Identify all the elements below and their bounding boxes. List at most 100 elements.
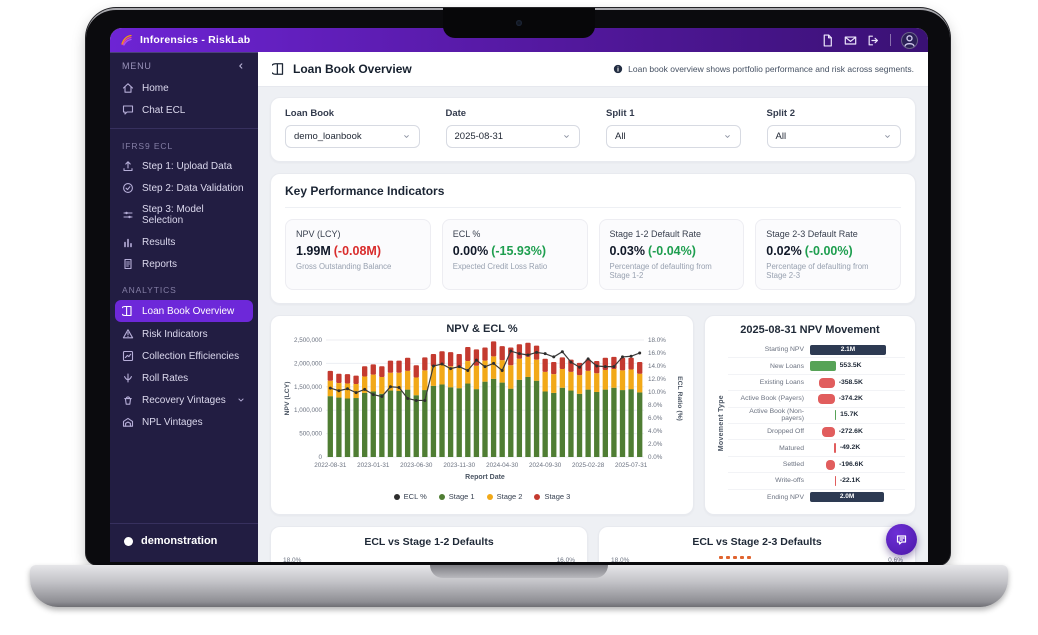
chevron-down-icon — [236, 395, 246, 405]
svg-text:10.0%: 10.0% — [648, 389, 666, 396]
file-icon[interactable] — [821, 33, 834, 47]
svg-text:14.0%: 14.0% — [648, 363, 666, 370]
sidebar-item-home[interactable]: Home — [110, 77, 258, 99]
chevron-down-icon — [723, 132, 732, 141]
legend-dot — [534, 493, 541, 500]
waterfall-bar — [810, 361, 836, 372]
brand: Inforensics - RiskLab — [120, 33, 250, 47]
sidebar-item-reports[interactable]: Reports — [110, 253, 258, 275]
npv-ecl-chart-legend: ECL % Stage 1 Stage 2 Stage 3 — [393, 492, 570, 501]
sidebar-item-step-2-data-validation[interactable]: Step 2: Data Validation — [110, 177, 258, 199]
npv-movement-card: 2025-08-31 NPV Movement Movement Type St… — [704, 315, 916, 515]
sidebar-item-step-3-model-selection[interactable]: Step 3: Model Selection — [110, 199, 258, 231]
sidebar-menu-header: MENU — [110, 53, 258, 77]
svg-text:2023-06-30: 2023-06-30 — [400, 462, 433, 469]
waterfall-row: Starting NPV 2.1M — [728, 342, 905, 357]
report-icon — [122, 258, 134, 270]
legend-dot — [486, 493, 493, 500]
sidebar-item-label: Step 3: Model Selection — [142, 204, 204, 226]
svg-text:NPV (LCY): NPV (LCY) — [284, 382, 291, 416]
waterfall-row-label: Ending NPV — [766, 493, 804, 501]
chat-fab-button[interactable] — [886, 524, 917, 555]
legend-item-stage-1[interactable]: Stage 1 — [438, 492, 475, 501]
content: Loan Book demo_loanbook Date 2025-08-31 Spli… — [258, 87, 928, 562]
filter-date: Date 2025-08-31 — [445, 108, 580, 148]
svg-text:500,000: 500,000 — [299, 431, 322, 438]
kpi-box: NPV (LCY) 1.99M (-0.08M) Gross Outstanding … — [285, 219, 431, 290]
logout-icon[interactable] — [867, 34, 880, 47]
legend-item-stage-2[interactable]: Stage 2 — [486, 492, 522, 501]
sidebar-section-label: ANALYTICS — [122, 285, 177, 295]
bucket-icon — [122, 394, 134, 406]
waterfall-value: -272.6K — [838, 427, 863, 435]
sidebar-item-loan-book-overview[interactable]: Loan Book Overview — [115, 300, 253, 322]
waterfall-value: 15.7K — [840, 411, 859, 419]
svg-text:0: 0 — [318, 454, 322, 461]
npv-movement-title: 2025-08-31 NPV Movement — [740, 324, 880, 336]
ecl-vs-stage12-card: ECL vs Stage 1-2 Defaults 18.0% 16.0% — [270, 526, 588, 562]
filter-select-split-1[interactable]: All — [606, 125, 741, 148]
laptop-camera — [516, 20, 522, 26]
waterfall-row: Active Book (Payers) -374.2K — [728, 390, 905, 406]
waterfall-row: Matured -49.2K — [728, 439, 905, 455]
brand-logo-icon — [120, 33, 134, 47]
filter-value: All — [615, 131, 626, 142]
filter-select-date[interactable]: 2025-08-31 — [445, 125, 580, 148]
kpi-title: NPV (LCY) — [296, 229, 341, 239]
waterfall-row: Settled -196.6K — [728, 455, 905, 472]
svg-text:1,000,000: 1,000,000 — [294, 407, 323, 414]
kpi-heading: Key Performance Indicators — [285, 184, 901, 208]
svg-text:2025-07-31: 2025-07-31 — [615, 462, 648, 469]
kpi-grid: NPV (LCY) 1.99M (-0.08M) Gross Outstanding … — [285, 219, 901, 290]
filter-select-split-2[interactable]: All — [766, 125, 901, 148]
waterfall-row-label: Starting NPV — [764, 346, 804, 354]
legend-dot — [393, 493, 400, 500]
kpi-subtitle: Percentage of defaulting from Stage 2-3 — [766, 262, 869, 280]
filters-card: Loan Book demo_loanbook Date 2025-08-31 Spli… — [270, 97, 916, 162]
app-body: MENU Home Chat ECL IFRS9 ECL Step 1: Upload… — [110, 52, 928, 562]
waterfall-value: -358.5K — [838, 378, 863, 386]
legend-item-ecl-[interactable]: ECL % — [393, 492, 427, 501]
sidebar-item-npl-vintages[interactable]: NPL Vintages — [110, 411, 258, 433]
main-area: Loan Book Overview Loan book overview sh… — [258, 52, 928, 562]
svg-text:6.0%: 6.0% — [648, 415, 663, 422]
kpi-value: 0.00% — [452, 244, 489, 258]
sidebar-item-results[interactable]: Results — [110, 231, 258, 253]
sidebar-item-collection-efficiencies[interactable]: Collection Efficiencies — [110, 345, 258, 367]
svg-text:2022-08-31: 2022-08-31 — [314, 462, 347, 469]
sidebar-item-recovery-vintages[interactable]: Recovery Vintages — [110, 389, 258, 411]
kpi-delta: (-15.93%) — [491, 244, 547, 258]
kpi-box: Stage 2-3 Default Rate 0.02% (-0.00%) Perce… — [755, 219, 901, 290]
sidebar-item-risk-indicators[interactable]: Risk Indicators — [110, 323, 258, 345]
svg-text:1,500,000: 1,500,000 — [294, 384, 323, 391]
kpi-title: Stage 2-3 Default Rate — [766, 229, 858, 239]
svg-text:2024-04-30: 2024-04-30 — [486, 462, 519, 469]
collapse-sidebar-icon[interactable] — [236, 61, 246, 71]
main-header: Loan Book Overview Loan book overview sh… — [258, 52, 928, 87]
filter-select-loan-book[interactable]: demo_loanbook — [285, 125, 420, 148]
environment-label: demonstration — [141, 535, 218, 547]
sidebar-item-step-1-upload-data[interactable]: Step 1: Upload Data — [110, 155, 258, 177]
sidebar-item-label: Step 1: Upload Data — [142, 160, 233, 172]
trend-box-icon — [122, 350, 134, 362]
brand-title: Inforensics - RiskLab — [140, 34, 251, 46]
mail-icon[interactable] — [844, 34, 857, 47]
laptop-base-scoop — [430, 565, 608, 578]
sidebar-nav: Home Chat ECL IFRS9 ECL Step 1: Upload Data… — [110, 77, 258, 433]
chevron-down-icon — [883, 132, 892, 141]
user-avatar[interactable] — [901, 31, 918, 49]
svg-text:2,000,000: 2,000,000 — [294, 360, 323, 367]
sidebar-item-label: Risk Indicators — [142, 328, 208, 340]
legend-item-stage-3[interactable]: Stage 3 — [534, 492, 570, 501]
menu-label: MENU — [122, 61, 152, 71]
bottom-charts-row: ECL vs Stage 1-2 Defaults 18.0% 16.0% ECL… — [270, 526, 916, 562]
sidebar-item-roll-rates[interactable]: Roll Rates — [110, 367, 258, 389]
topbar-divider — [890, 34, 891, 46]
waterfall-bar: 2.0M — [810, 492, 885, 503]
sidebar-item-label: Roll Rates — [142, 372, 189, 384]
sidebar-item-chat-ecl[interactable]: Chat ECL — [110, 99, 258, 121]
svg-text:8.0%: 8.0% — [648, 402, 663, 409]
kpi-value: 1.99M — [296, 244, 331, 258]
chevron-down-icon — [402, 132, 411, 141]
